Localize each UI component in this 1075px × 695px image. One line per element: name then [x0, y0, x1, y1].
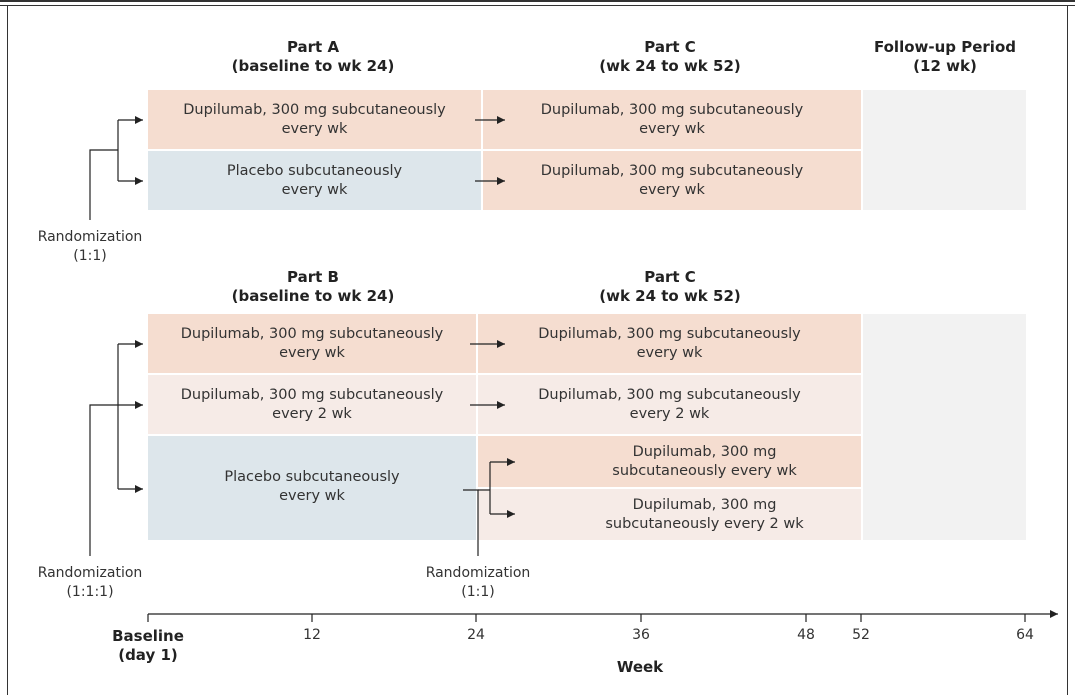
randomization-label-2: Randomization (1:1:1) [20, 564, 160, 602]
part-c-b-arm1-box: Dupilumab, 300 mg subcutaneously every wk [478, 314, 861, 373]
box-line: every 2 wk [629, 405, 710, 422]
box-line: every wk [639, 120, 705, 137]
part-c-b-subtitle: (wk 24 to wk 52) [599, 287, 741, 305]
tick-label-52: 52 [852, 627, 870, 643]
part-b-dupilumab-biweekly-box: Dupilumab, 300 mg subcutaneously every 2 … [148, 375, 476, 434]
right-border [1067, 5, 1068, 695]
baseline-line2: (day 1) [118, 646, 178, 664]
followup-subtitle: (12 wk) [913, 57, 977, 75]
part-c-b-arm2-box: Dupilumab, 300 mg subcutaneously every 2 … [478, 375, 861, 434]
box-line: Placebo subcutaneously [224, 469, 400, 485]
rand-line: Randomization [37, 565, 143, 581]
box-line: Placebo subcutaneously [226, 162, 403, 179]
part-a-dupilumab-weekly-box: Dupilumab, 300 mg subcutaneously every wk [148, 90, 481, 149]
tick-label-12: 12 [303, 627, 321, 643]
part-b-subtitle: (baseline to wk 24) [231, 287, 395, 305]
box-line: Dupilumab, 300 mg subcutaneously [538, 325, 801, 342]
part-a-subtitle: (baseline to wk 24) [231, 57, 395, 75]
part-c-subtitle: (wk 24 to wk 52) [599, 57, 741, 75]
box-line: every 2 wk [272, 405, 352, 422]
box-line: every wk [636, 344, 703, 361]
part-c-title: Part C [644, 38, 696, 56]
box-line: subcutaneously every wk [612, 462, 797, 479]
left-border [7, 5, 8, 695]
part-c-b-arm3-box: Dupilumab, 300 mg subcutaneously every wk [478, 436, 861, 487]
box-line: Dupilumab, 300 mg [632, 496, 777, 513]
part-b-title: Part B [287, 268, 339, 286]
rand3-stem [463, 489, 479, 556]
followup-title: Follow-up Period [873, 38, 1016, 56]
top-rule-thin [0, 5, 1075, 6]
rand-line: Randomization [37, 229, 143, 245]
tick-label-64: 64 [1016, 627, 1034, 643]
part-c-b-title: Part C [644, 268, 696, 286]
box-line: every wk [279, 344, 345, 361]
rand-line: (1:1:1) [66, 584, 114, 600]
rand-line: (1:1) [461, 584, 495, 600]
rand2-stem [89, 404, 118, 556]
part-a-header: Part A (baseline to wk 24) [198, 38, 428, 76]
part-a-placebo-box: Placebo subcutaneously every wk [148, 151, 481, 210]
part-b-placebo-box: Placebo subcutaneously every wk [148, 436, 476, 540]
box-line: every wk [639, 181, 705, 198]
box-line: subcutaneously every 2 wk [605, 515, 804, 532]
part-b-header: Part B (baseline to wk 24) [198, 268, 428, 306]
part-a-title: Part A [286, 38, 340, 56]
box-line: Dupilumab, 300 mg subcutaneously [540, 162, 804, 179]
box-line: Dupilumab, 300 mg [632, 443, 777, 460]
tick-label-36: 36 [632, 627, 650, 643]
followup-header: Follow-up Period (12 wk) [855, 38, 1035, 76]
box-line: every wk [281, 120, 348, 137]
part-b-dupilumab-weekly-box: Dupilumab, 300 mg subcutaneously every wk [148, 314, 476, 373]
part-c-a-arm1-box: Dupilumab, 300 mg subcutaneously every wk [483, 90, 861, 149]
box-line: Dupilumab, 300 mg subcutaneously [180, 325, 444, 342]
baseline-line1: Baseline [112, 627, 184, 645]
box-line: Dupilumab, 300 mg subcutaneously [180, 386, 444, 403]
randomization-label-1: Randomization (1:1) [20, 228, 160, 266]
top-rule [0, 0, 1075, 2]
rand1-stem [89, 149, 118, 220]
rand-line: Randomization [425, 565, 531, 581]
followup-bottom-box [863, 314, 1026, 540]
part-c-a-arm2-box: Dupilumab, 300 mg subcutaneously every wk [483, 151, 861, 210]
followup-top-box [863, 90, 1026, 210]
part-c-b-arm4-box: Dupilumab, 300 mg subcutaneously every 2 … [478, 489, 861, 540]
week-axis-label: Week [616, 658, 664, 676]
box-line: Dupilumab, 300 mg subcutaneously [183, 101, 446, 118]
box-line: every wk [279, 488, 345, 504]
box-line: Dupilumab, 300 mg subcutaneously [538, 386, 801, 403]
baseline-label: Baseline (day 1) [98, 627, 198, 665]
part-c-b-header: Part C (wk 24 to wk 52) [555, 268, 785, 306]
tick-label-24: 24 [467, 627, 485, 643]
box-line: Dupilumab, 300 mg subcutaneously [540, 101, 804, 118]
part-c-header: Part C (wk 24 to wk 52) [555, 38, 785, 76]
box-line: every wk [281, 181, 348, 198]
randomization-label-3: Randomization (1:1) [408, 564, 548, 602]
rand-line: (1:1) [73, 248, 107, 264]
tick-label-48: 48 [797, 627, 815, 643]
